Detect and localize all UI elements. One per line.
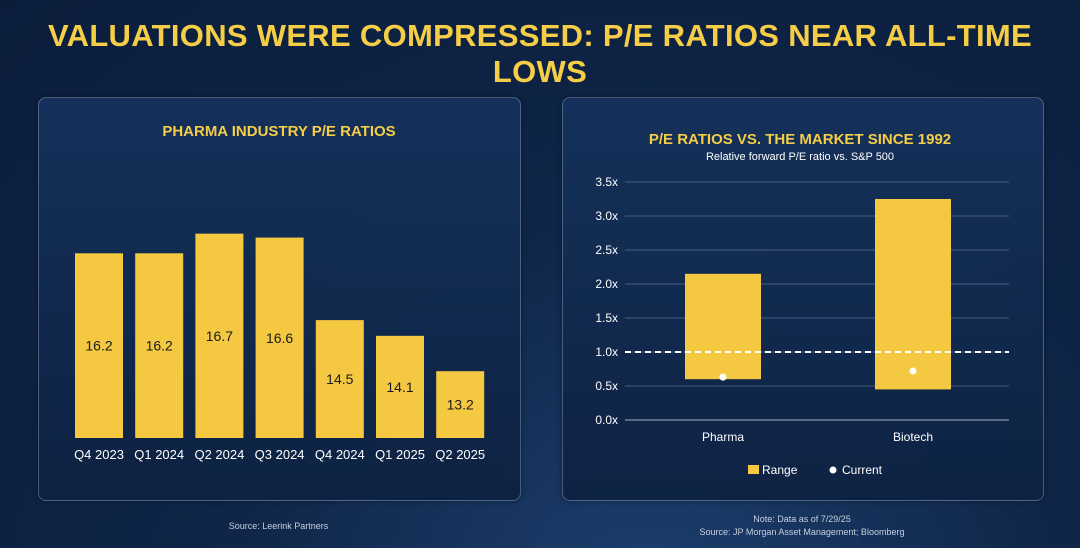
legend-current-label: Current [842,463,883,477]
y-tick-label: 2.0x [595,277,618,291]
chart-title: PHARMA INDUSTRY P/E RATIOS [162,123,395,140]
y-tick-label: 2.5x [595,243,618,257]
x-tick-label: Q4 2023 [74,447,124,462]
y-tick-label: 1.0x [595,345,618,359]
x-tick-label: Q2 2024 [194,447,244,462]
current-dot-pharma [719,373,727,381]
x-tick-label: Pharma [702,430,744,444]
x-tick-label: Q3 2024 [255,447,305,462]
data-label: 14.1 [386,379,413,395]
data-label: 13.2 [447,397,474,413]
range-bar-biotech [875,199,951,390]
bar-q4-2023 [75,253,123,438]
y-tick-label: 0.0x [595,413,618,427]
data-label: 14.5 [326,371,353,387]
relative-pe-panel: P/E RATIOS VS. THE MARKET SINCE 1992 Rela… [562,97,1044,501]
y-tick-label: 1.5x [595,311,618,325]
bar-q2-2024 [195,233,244,438]
data-label: 16.2 [146,338,173,354]
x-tick-label: Q4 2024 [315,447,365,462]
relative-pe-range-chart: P/E RATIOS VS. THE MARKET SINCE 1992 Rela… [595,131,1009,477]
bar-q4-2024 [315,320,364,438]
y-tick-label: 3.5x [595,175,618,189]
bar-q2-2025 [436,371,485,438]
left-source: Source: Leerink Partners [228,521,329,531]
bar-q1-2024 [135,253,184,438]
x-tick-label: Q2 2025 [435,447,485,462]
y-tick-label: 3.0x [595,209,618,223]
chart-title: P/E RATIOS VS. THE MARKET SINCE 1992 [649,131,951,148]
right-source: Source: JP Morgan Asset Management; Bloo… [699,527,905,537]
current-dot-biotech [909,367,917,375]
x-tick-label: Q1 2025 [375,447,425,462]
chart-subtitle: Relative forward P/E ratio vs. S&P 500 [706,151,894,163]
legend-range-swatch [748,465,759,474]
page-title: VALUATIONS WERE COMPRESSED: P/E RATIOS N… [47,18,1033,89]
bar-q1-2025 [376,335,424,438]
y-tick-label: 0.5x [595,379,618,393]
bar-q3-2024 [255,237,304,438]
x-tick-label: Biotech [893,430,933,444]
legend-current-swatch [829,466,837,474]
data-label: 16.7 [206,328,233,344]
x-tick-label: Q1 2024 [134,447,184,462]
right-note: Note: Data as of 7/29/25 [753,514,851,524]
data-label: 16.6 [266,330,293,346]
data-label: 16.2 [85,338,112,354]
range-bar-pharma [685,273,761,380]
legend-range-label: Range [762,463,798,477]
pharma-pe-bar-chart: PHARMA INDUSTRY P/E RATIOS 16.2 Q4 2023 16.… [74,123,485,462]
pharma-pe-panel: PHARMA INDUSTRY P/E RATIOS 16.2 Q4 2023 16.… [38,97,521,501]
